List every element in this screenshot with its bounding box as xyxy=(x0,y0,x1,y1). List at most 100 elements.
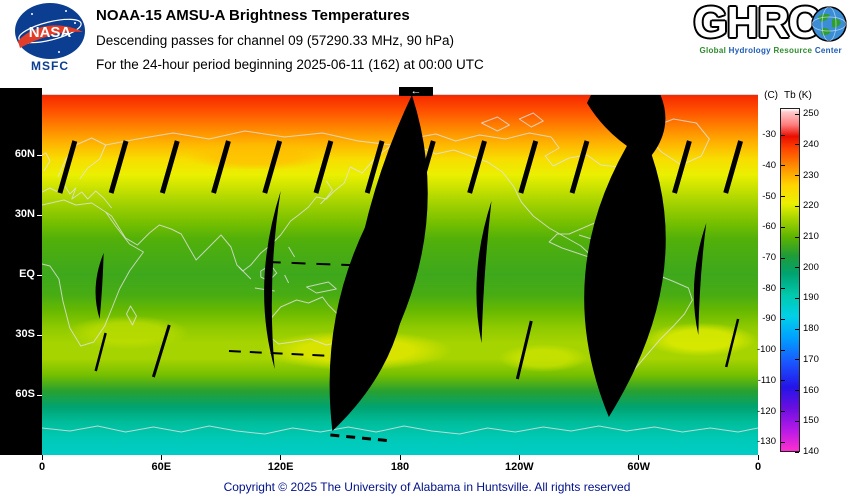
lat-tick xyxy=(37,394,42,396)
lat-tick-label: 30S xyxy=(15,328,35,340)
colorbar-k-tick xyxy=(795,390,799,392)
colorbar-k-label: 250 xyxy=(803,108,819,120)
coastline xyxy=(105,144,393,272)
no-data-streak xyxy=(467,140,487,194)
map xyxy=(42,95,758,455)
ghrc-tagline: Global Hydrology Resource Center xyxy=(693,46,848,55)
lat-gutter: 60N 30N EQ 30S 60S xyxy=(0,88,42,455)
page-title: NOAA-15 AMSU-A Brightness Temperatures xyxy=(96,7,410,24)
colorbar-c-label: -80 xyxy=(762,282,776,294)
copyright-text: Copyright © 2025 The University of Alaba… xyxy=(223,480,631,494)
coastline xyxy=(42,425,758,435)
colorbar-k-tick xyxy=(795,420,799,422)
colorbar-c-label: -110 xyxy=(757,374,776,386)
nasa-label: NASA xyxy=(29,24,72,41)
streaks-group xyxy=(57,140,743,443)
colorbar-c-tick xyxy=(781,441,785,443)
lat-tick-label: 60S xyxy=(15,388,35,400)
no-data-swath xyxy=(329,179,408,431)
colorbar xyxy=(780,108,800,452)
nasa-logo: NASA MSFC xyxy=(10,2,90,73)
tb-anomaly-blob xyxy=(163,138,350,175)
no-data-swath xyxy=(584,125,666,417)
lat-tick-label: 60N xyxy=(14,148,35,160)
colorbar-c-tick xyxy=(781,288,785,290)
lon-tick xyxy=(41,455,43,460)
map-overlay xyxy=(42,95,758,443)
no-data-streak xyxy=(159,140,180,194)
lon-tick-label: 60W xyxy=(627,461,650,473)
colorbar-k-tick xyxy=(795,328,799,330)
colorbar-kelvin-header: Tb (K) xyxy=(784,90,812,101)
no-data-streak xyxy=(724,318,740,368)
no-data-streak xyxy=(313,140,334,194)
no-data-streak xyxy=(518,140,539,194)
lat-tick-label: 30N xyxy=(14,208,35,220)
lat-tick xyxy=(37,334,42,336)
colorbar-k-label: 200 xyxy=(803,261,819,273)
coastline xyxy=(320,180,333,205)
ghrc-tagline-word: Center xyxy=(812,46,842,55)
no-data-streak xyxy=(569,140,590,194)
lon-tick xyxy=(280,455,282,460)
lon-tick xyxy=(160,455,162,460)
coastline xyxy=(481,116,510,132)
colorbar-c-label: -70 xyxy=(762,252,776,264)
lon-tick xyxy=(757,455,759,460)
colorbar-k-label: 150 xyxy=(803,415,819,427)
nasa-meatball-icon: NASA xyxy=(15,3,85,59)
no-data-streak xyxy=(364,140,385,194)
colorbar-c-label: -50 xyxy=(762,190,776,202)
colorbar-c-label: -130 xyxy=(756,436,776,448)
swaths-group xyxy=(95,95,707,431)
coastline xyxy=(105,130,393,146)
no-data-streak xyxy=(94,332,107,372)
coastline xyxy=(238,266,252,280)
lon-tick xyxy=(518,455,520,460)
lon-tick xyxy=(638,455,640,460)
colorbar-c-tick xyxy=(781,318,785,320)
lat-tick xyxy=(37,154,42,156)
coastline xyxy=(284,274,290,284)
ghrc-acronym: GHRC xyxy=(693,0,820,47)
colorbar-c-tick xyxy=(781,257,785,259)
no-data-swath xyxy=(264,191,281,369)
no-data-streak xyxy=(515,320,533,380)
colorbar-celsius-header: (C) xyxy=(764,90,778,101)
colorbar-k-label: 160 xyxy=(803,384,819,396)
tb-anomaly-blob xyxy=(49,311,207,355)
no-data-streak xyxy=(108,140,129,194)
lon-tick-label: 180 xyxy=(390,461,410,473)
no-data-streak xyxy=(416,140,436,194)
colorbar-c-tick xyxy=(781,165,785,167)
lat-tick-label: EQ xyxy=(19,268,35,280)
colorbar-c-tick xyxy=(781,411,785,413)
colorbar-c-label: -100 xyxy=(756,344,776,356)
colorbar-k-tick xyxy=(795,297,799,299)
tb-anomaly-blob xyxy=(485,339,601,376)
coastline xyxy=(126,305,137,326)
no-data-streak xyxy=(330,433,393,443)
msfc-label: MSFC xyxy=(31,59,69,73)
colorbar-k-tick xyxy=(795,113,799,115)
colorbar-k-label: 140 xyxy=(803,446,819,457)
colorbar-c-tick xyxy=(781,226,785,228)
colorbar-k-tick xyxy=(795,144,799,146)
coastline xyxy=(57,137,107,180)
lon-tick-label: 120W xyxy=(504,461,534,473)
colorbar-c-tick xyxy=(781,380,785,382)
no-data-streak xyxy=(723,140,743,194)
colorbar-k-label: 180 xyxy=(803,323,819,335)
lon-tick xyxy=(399,455,401,460)
no-data-streak xyxy=(151,324,171,378)
coastline xyxy=(518,112,544,128)
colorbar-k-label: 230 xyxy=(803,169,819,181)
coastline xyxy=(288,246,296,258)
coastline xyxy=(42,152,51,172)
lon-axis: 0 60E 120E 180 120W 60W 0 xyxy=(0,455,780,477)
colorbar-k-tick xyxy=(795,205,799,207)
colorbar-c-label: -30 xyxy=(762,129,776,141)
ghrc-tagline-word: Resource xyxy=(770,46,813,55)
coastline xyxy=(42,199,144,347)
